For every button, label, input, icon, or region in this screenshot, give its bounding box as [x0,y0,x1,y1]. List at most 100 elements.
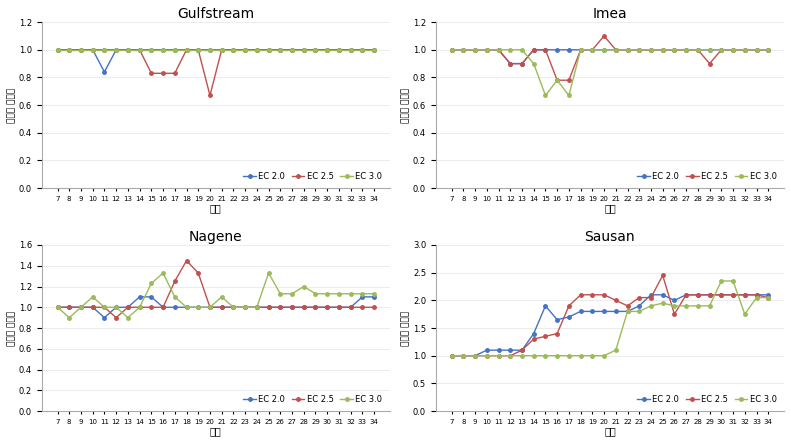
EC 2.0 [552,317,562,323]
EC 3.0 [705,303,714,308]
EC 3.0 [494,47,503,52]
EC 2.5 [681,47,691,52]
EC 3.0 [299,284,308,289]
EC 2.0 [646,47,656,52]
Y-axis label: 마디별 착과수: 마디별 착과수 [401,311,410,346]
EC 2.0 [623,309,632,314]
EC 2.5 [123,47,133,52]
Line: EC 2.0: EC 2.0 [450,48,770,66]
EC 3.0 [693,47,702,52]
EC 3.0 [182,47,191,52]
EC 2.0 [229,305,238,310]
EC 2.0 [600,309,609,314]
EC 2.0 [517,347,527,353]
EC 2.0 [670,298,679,303]
EC 2.0 [717,47,726,52]
Line: EC 3.0: EC 3.0 [450,279,770,358]
EC 2.0 [311,47,320,52]
EC 2.5 [447,353,456,358]
EC 3.0 [717,278,726,284]
EC 3.0 [541,93,551,98]
EC 2.0 [740,292,750,297]
EC 3.0 [217,47,226,52]
EC 3.0 [517,47,527,52]
EC 2.0 [482,47,491,52]
EC 2.0 [494,47,503,52]
EC 2.0 [346,47,355,52]
EC 2.5 [670,47,679,52]
EC 2.5 [170,279,180,284]
EC 3.0 [729,278,738,284]
EC 2.5 [217,305,226,310]
EC 2.0 [369,47,379,52]
EC 2.5 [482,47,491,52]
EC 2.5 [611,298,620,303]
EC 2.5 [358,47,367,52]
EC 3.0 [194,305,203,310]
Y-axis label: 마디별 착과수: 마디별 착과수 [401,88,410,123]
EC 2.5 [505,353,515,358]
EC 3.0 [182,305,191,310]
EC 2.0 [658,292,668,297]
EC 2.5 [576,292,585,297]
EC 3.0 [541,353,551,358]
EC 2.0 [358,294,367,299]
EC 2.0 [529,331,539,336]
Line: EC 2.0: EC 2.0 [56,295,376,319]
EC 3.0 [564,353,573,358]
EC 3.0 [658,47,668,52]
EC 2.5 [252,47,262,52]
EC 3.0 [134,305,144,310]
EC 2.5 [494,353,503,358]
EC 2.5 [323,47,332,52]
EC 3.0 [670,47,679,52]
EC 3.0 [217,294,226,299]
EC 2.0 [65,305,74,310]
EC 2.5 [88,305,97,310]
EC 2.0 [112,305,121,310]
EC 2.0 [287,47,297,52]
EC 3.0 [358,291,367,296]
EC 2.5 [705,61,714,66]
EC 2.0 [146,47,156,52]
EC 2.5 [634,295,644,300]
EC 2.5 [369,47,379,52]
EC 2.0 [358,47,367,52]
Legend: EC 2.0, EC 2.5, EC 3.0: EC 2.0, EC 2.5, EC 3.0 [634,391,780,407]
EC 2.0 [505,61,515,66]
EC 2.5 [264,47,274,52]
EC 2.0 [88,305,97,310]
EC 3.0 [447,353,456,358]
EC 3.0 [323,47,332,52]
EC 3.0 [275,47,285,52]
EC 2.0 [681,292,691,297]
EC 3.0 [763,47,773,52]
EC 2.5 [517,347,527,353]
EC 2.0 [646,292,656,297]
EC 2.5 [717,47,726,52]
EC 2.5 [763,47,773,52]
EC 2.0 [611,309,620,314]
EC 2.5 [170,70,180,76]
EC 2.5 [459,353,468,358]
Title: Nagene: Nagene [189,230,243,244]
EC 2.0 [576,309,585,314]
EC 2.0 [194,47,203,52]
EC 3.0 [252,47,262,52]
EC 2.5 [693,47,702,52]
Line: EC 2.0: EC 2.0 [56,48,376,74]
EC 2.5 [158,70,168,76]
EC 2.5 [670,311,679,317]
EC 2.0 [252,305,262,310]
EC 2.5 [134,305,144,310]
EC 2.5 [763,295,773,300]
EC 3.0 [158,270,168,276]
EC 3.0 [529,61,539,66]
EC 2.5 [112,315,121,320]
EC 2.5 [275,305,285,310]
EC 2.0 [751,292,761,297]
EC 3.0 [634,309,644,314]
EC 2.0 [112,47,121,52]
EC 2.5 [693,292,702,297]
EC 2.5 [369,305,379,310]
